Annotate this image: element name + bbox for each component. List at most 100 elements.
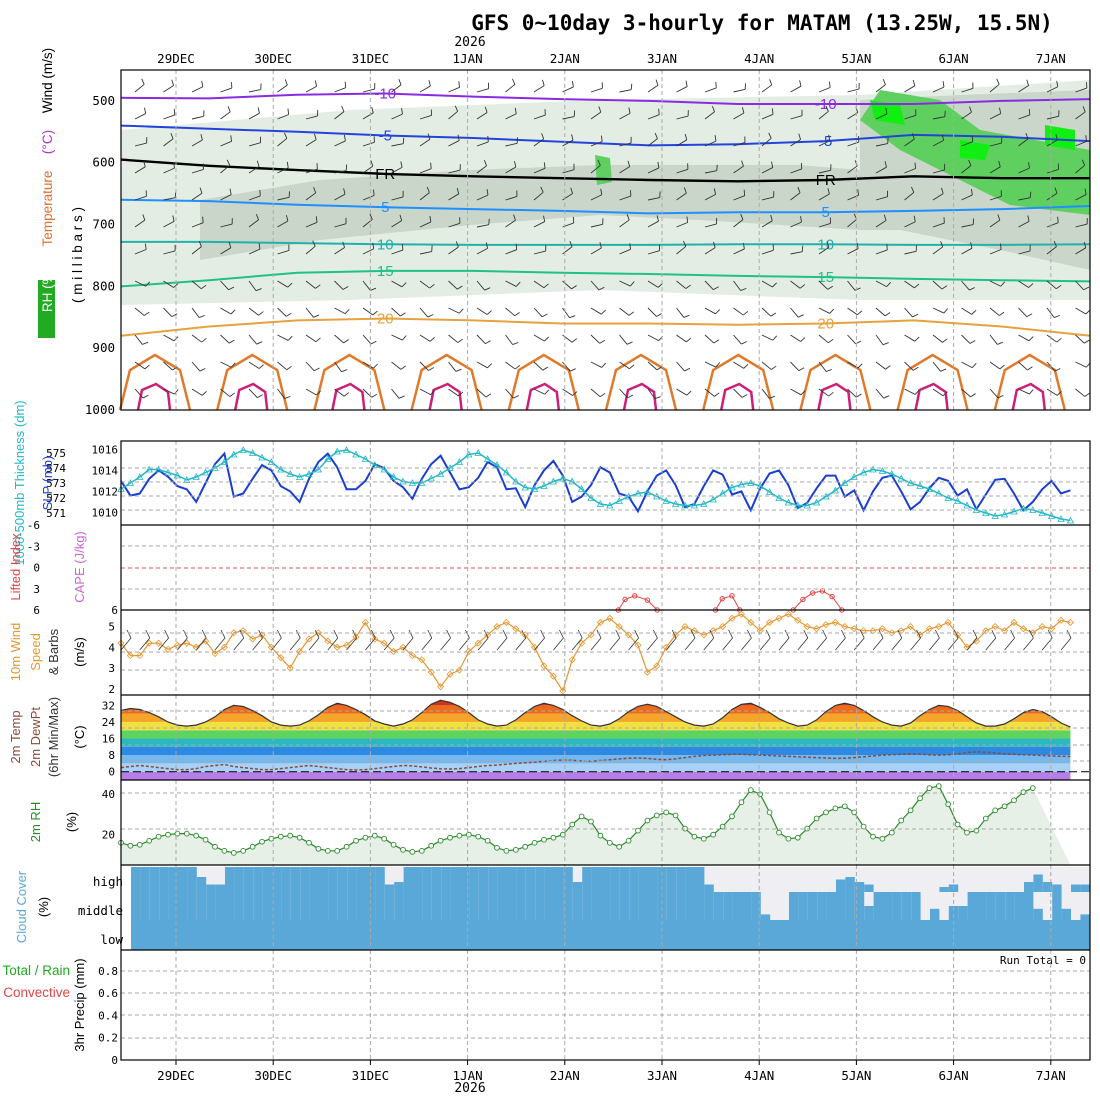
cloud-middle-cell [375,892,386,920]
wind-barb [541,133,545,140]
cloud-middle-cell [629,892,640,920]
wind-barb [248,361,260,369]
wind-barb [191,307,200,318]
cloud-middle-cell [657,892,668,920]
wind-barb [941,187,944,194]
surface-wind-barb [145,629,151,639]
bottom-date-label: 7JAN [1036,1068,1066,1083]
cloud-middle-cell [582,892,593,920]
wind-barb [277,220,289,228]
wind-barb [647,250,660,255]
wind-barb [598,106,602,113]
rh-point [888,829,895,836]
wind-barb [448,193,460,201]
cloud-high-cell [281,867,292,892]
wind-barb [401,108,403,115]
surface-wind-barb [665,637,677,651]
wind-barb [904,334,916,342]
surface-wind-barb [252,637,263,651]
wind-barb [391,388,400,399]
surface-wind-barb [953,629,959,639]
cloud-high-cell [290,867,301,892]
wind-speed-point [878,625,886,633]
wind-barb [277,167,289,174]
cloud-middle-cell [441,892,452,920]
thickness-point [568,477,576,485]
cloud-high-cell [591,867,602,892]
cloud-high-cell [431,867,442,892]
upper-air-ylabel-part: Wind (m/s) [40,48,55,113]
wind-barb [704,140,717,147]
wind-barb [172,366,178,371]
wind-barb [163,114,175,120]
wind-barb [484,106,488,113]
wind-barb [1056,80,1059,87]
cloud-middle-cell [892,892,903,920]
cloud-high-cell [375,867,386,892]
wind-barb [163,167,175,174]
wind-barb [619,361,630,370]
wind-barb [847,388,857,398]
wind-barb [454,105,459,112]
surface-wind-barb [797,637,809,651]
wind-barb [277,84,288,93]
wind-speed-point [183,639,191,647]
top-date-label: 5JAN [841,51,871,66]
wind-barb [1028,162,1030,169]
rh-point [738,799,745,806]
thickness-point [803,501,811,509]
wind-barb [248,280,257,291]
wind-barb [818,87,831,93]
cloud-middle-cell [469,892,480,920]
thickness-tick-label: 575 [46,447,66,460]
cloud-high-clear [873,867,884,892]
cloud-high-cell [478,867,489,892]
cloud-middle-cell [713,892,724,920]
surface-wind-barb [502,629,508,639]
rh-point [945,801,952,808]
cloud-high-clear [826,867,837,892]
cloud-high-clear [807,867,818,892]
wind-barb [145,281,151,287]
cloud-middle-clear [930,892,940,920]
wind-barb [399,214,403,221]
cloud-high-clear [911,867,922,892]
rh-tick-label: 40 [102,788,115,801]
cloud-middle-cell [253,892,264,920]
wind-barb [256,160,260,167]
wind-barb [770,312,777,317]
wind-barb [248,195,261,201]
wind-speed-point [813,625,821,633]
wind-barb [857,189,859,196]
wind-barb [362,88,375,93]
pressure-tick-label: 900 [92,340,115,355]
cloud-middle-cell [676,892,687,920]
wind-speed-point [512,625,520,633]
rh-saturated-a [870,100,905,125]
wind-barb [904,114,917,120]
wind-barb [883,214,887,221]
wind-barb [942,81,945,88]
surface-wind-barb [427,629,433,639]
surface-wind-barb [759,637,771,651]
wind-barb [969,340,976,344]
wind-barb [676,307,685,318]
wind-barb [362,195,375,201]
wind-barb [1083,241,1087,248]
wind-barb [713,286,719,291]
wind-barb [704,361,717,368]
cloud-high-clear [977,867,987,892]
wind-barb [961,141,973,147]
surface-wind-barb [916,629,921,639]
isotherm-20 [120,317,1091,337]
thickness-point [530,485,539,492]
wind-barb [341,369,348,373]
temp-band [121,763,1071,772]
rh-point [475,833,482,840]
wind-barb [818,246,830,255]
rh-point [1020,789,1027,795]
cape-axis-title: CAPE (J/kg) [72,531,87,603]
thickness-point [1000,510,1009,518]
isotherm-label-20: 20 [817,315,834,332]
wind-barb [134,334,143,345]
